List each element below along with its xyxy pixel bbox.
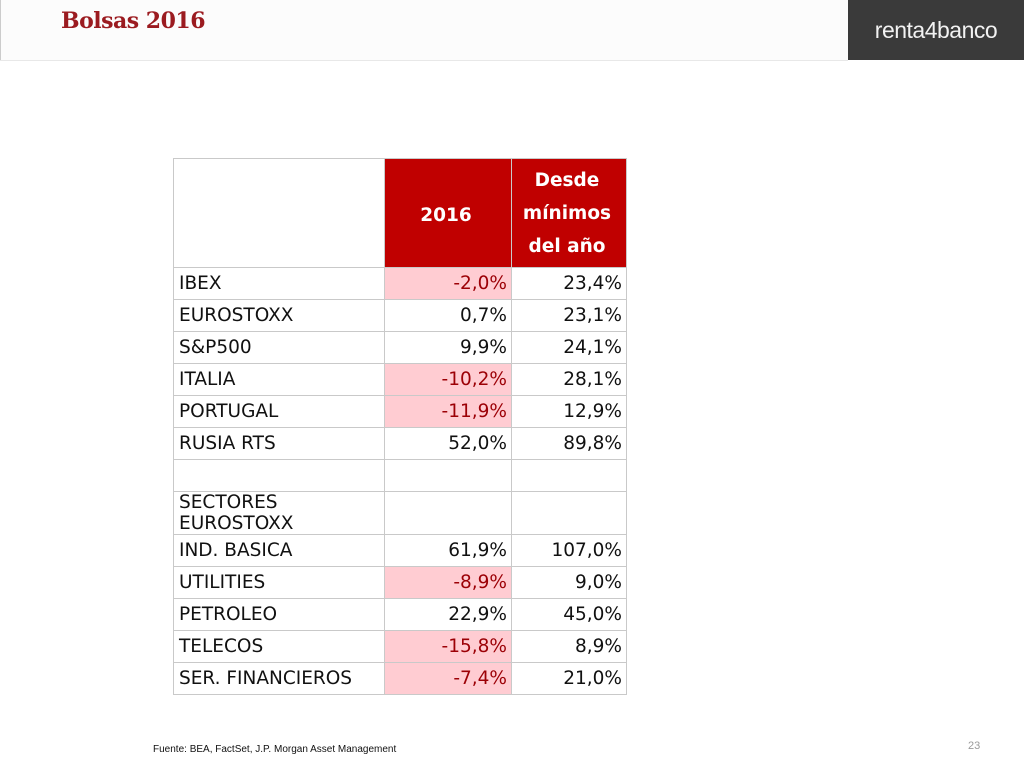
row-label: IBEX [173,267,385,300]
value-desde-minimos: 107,0% [511,534,627,567]
row-label: RUSIA RTS [173,427,385,460]
row-label: ITALIA [173,363,385,396]
header-divider [0,0,1,60]
value-desde-minimos: 24,1% [511,331,627,364]
row-label: S&P500 [173,331,385,364]
table-row [173,459,627,492]
table-row: SECTORES EUROSTOXX [173,491,627,535]
logo-text: renta4banco [874,16,998,43]
value-2016 [384,459,512,492]
value-2016: 52,0% [384,427,512,460]
value-2016: -2,0% [384,267,512,300]
table-row: IND. BASICA 61,9% 107,0% [173,534,627,567]
table-row: TELECOS -15,8% 8,9% [173,630,627,663]
value-2016: 0,7% [384,299,512,332]
table-row: UTILITIES -8,9% 9,0% [173,566,627,599]
value-2016: -15,8% [384,630,512,663]
value-desde-minimos: 89,8% [511,427,627,460]
value-2016: -7,4% [384,662,512,695]
header-bar: Bolsas 2016 [0,0,848,61]
table-row: S&P500 9,9% 24,1% [173,331,627,364]
row-label: SECTORES EUROSTOXX [173,491,385,535]
table-row: RUSIA RTS 52,0% 89,8% [173,427,627,460]
row-label: UTILITIES [173,566,385,599]
table-row: PORTUGAL -11,9% 12,9% [173,395,627,428]
value-desde-minimos [511,459,627,492]
value-2016: -8,9% [384,566,512,599]
value-2016: -11,9% [384,395,512,428]
row-label: PETROLEO [173,598,385,631]
row-label: IND. BASICA [173,534,385,567]
returns-table: 2016 Desde mínimos del año IBEX -2,0% 23,4… [173,158,627,695]
row-label: TELECOS [173,630,385,663]
header-cell-2016: 2016 [384,158,512,268]
header-desde-label: Desde mínimos del año [522,169,612,257]
row-label: PORTUGAL [173,395,385,428]
value-desde-minimos: 45,0% [511,598,627,631]
row-label: SER. FINANCIEROS [173,662,385,695]
value-desde-minimos: 28,1% [511,363,627,396]
value-2016: 61,9% [384,534,512,567]
table-row: EUROSTOXX 0,7% 23,1% [173,299,627,332]
table-row: ITALIA -10,2% 28,1% [173,363,627,396]
value-desde-minimos: 9,0% [511,566,627,599]
value-desde-minimos: 23,1% [511,299,627,332]
table-header-row: 2016 Desde mínimos del año [173,158,627,268]
table-row: SER. FINANCIEROS -7,4% 21,0% [173,662,627,695]
source-footnote: Fuente: BEA, FactSet, J.P. Morgan Asset … [153,744,397,755]
value-desde-minimos: 8,9% [511,630,627,663]
value-2016: -10,2% [384,363,512,396]
table-row: IBEX -2,0% 23,4% [173,267,627,300]
page-number: 23 [968,740,981,752]
value-desde-minimos: 21,0% [511,662,627,695]
value-desde-minimos: 12,9% [511,395,627,428]
table-body: IBEX -2,0% 23,4% EUROSTOXX 0,7% 23,1% S&P500 9,… [173,267,627,695]
row-label: EUROSTOXX [173,299,385,332]
header-cell-blank [173,158,385,268]
brand-logo: renta4banco [848,0,1024,60]
value-desde-minimos: 23,4% [511,267,627,300]
table-row: PETROLEO 22,9% 45,0% [173,598,627,631]
value-2016: 22,9% [384,598,512,631]
header-cell-desde-minimos: Desde mínimos del año [511,158,627,268]
row-label [173,459,385,492]
value-2016: 9,9% [384,331,512,364]
page-title: Bolsas 2016 [61,8,206,34]
value-desde-minimos [511,491,627,535]
value-2016 [384,491,512,535]
